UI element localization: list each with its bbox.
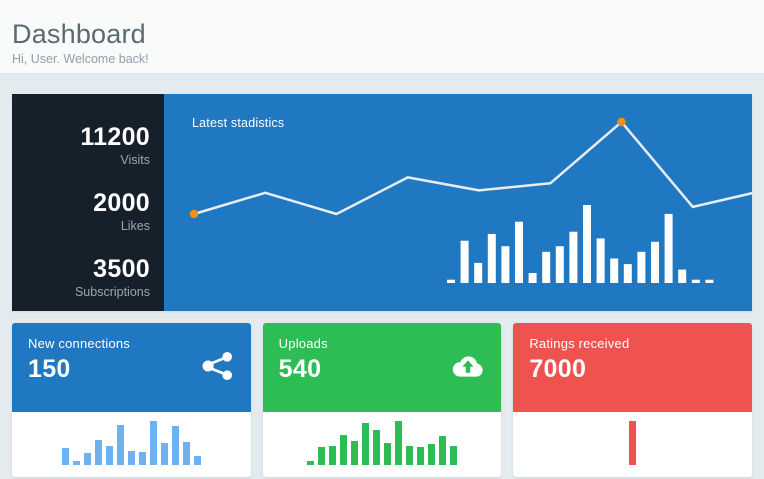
card-new-connections-title: New connections — [28, 336, 130, 351]
sparkline-bar — [72, 461, 80, 465]
stat-likes-label: Likes — [120, 218, 150, 233]
chart-bar — [705, 279, 714, 283]
chart-bar — [487, 234, 496, 283]
sparkline-bar — [439, 436, 446, 465]
chart-bar — [569, 231, 578, 283]
sparkline-bar — [94, 440, 102, 465]
sparkline-bar — [629, 421, 637, 465]
chart-bar — [542, 251, 551, 283]
card-ratings-received-title: Ratings received — [529, 336, 630, 351]
sparkline-bar — [160, 443, 168, 465]
sparkline-bar — [329, 445, 336, 465]
chart-canvas — [189, 117, 752, 283]
stat-subscriptions: 3500 Subscriptions — [75, 255, 150, 300]
chart-bar — [501, 246, 510, 283]
chart-bar — [596, 238, 605, 283]
chart-bar — [515, 221, 523, 283]
chart-bar — [691, 279, 700, 283]
sparkline-bar — [182, 441, 190, 465]
sparkline-bar — [428, 444, 435, 465]
sparkline-bar — [105, 446, 113, 465]
stat-likes: 2000 Likes — [93, 189, 150, 234]
stat-subscriptions-value: 3500 — [93, 255, 150, 284]
chart-bar — [447, 279, 455, 283]
card-new-connections[interactable]: New connections 150 — [12, 323, 251, 477]
card-new-connections-header: New connections 150 — [12, 323, 251, 412]
sparkline-bar — [307, 461, 314, 465]
sparkline-bar — [83, 452, 91, 465]
card-new-connections-sparkline — [12, 412, 251, 477]
metric-cards-row: New connections 150 Uploads 540 Ratings … — [12, 323, 753, 477]
chart-bar — [623, 264, 632, 283]
card-uploads-value: 540 — [278, 355, 322, 383]
page-title: Dashboard — [12, 19, 146, 49]
card-ratings-received-value: 7000 — [529, 355, 587, 383]
page-header: Dashboard Hi, User. Welcome back! — [0, 0, 764, 74]
sparkline-bar — [406, 445, 413, 465]
chart-bar — [460, 240, 469, 283]
latest-statistics-chart: Latest stadistics — [164, 94, 752, 311]
chart-marker — [617, 117, 626, 127]
sparkline-bar — [193, 455, 201, 465]
sparkline-bar — [127, 451, 135, 465]
sparkline-bar — [138, 451, 146, 465]
sparkline-bar — [149, 421, 157, 465]
card-new-connections-value: 150 — [28, 355, 71, 383]
chart-bar — [678, 269, 687, 283]
sparkline-bar — [116, 424, 124, 465]
cloud-upload-icon — [453, 356, 483, 377]
latest-statistics-widget: 11200 Visits 2000 Likes 3500 Subscriptio… — [12, 94, 752, 311]
sparkline-bar — [395, 421, 402, 465]
sparkline-bar — [351, 441, 358, 465]
stat-visits: 11200 Visits — [80, 123, 150, 168]
sparkline-bar — [318, 447, 325, 465]
card-uploads[interactable]: Uploads 540 — [262, 323, 502, 477]
chart-bar — [651, 241, 659, 283]
stat-visits-value: 11200 — [80, 122, 150, 151]
page-subtitle: Hi, User. Welcome back! — [12, 52, 149, 66]
chart-bar — [637, 251, 646, 283]
stat-subscriptions-label: Subscriptions — [74, 285, 150, 300]
card-uploads-sparkline — [263, 412, 502, 477]
sparkline-bar — [340, 434, 347, 465]
chart-bar-series — [447, 205, 714, 283]
chart-title: Latest stadistics — [192, 116, 285, 130]
sparkline-bar — [450, 445, 457, 465]
chart-bar — [610, 258, 619, 283]
summary-stats-panel: 11200 Visits 2000 Likes 3500 Subscriptio… — [12, 94, 164, 311]
card-uploads-title: Uploads — [278, 336, 328, 351]
chart-bar — [474, 262, 483, 283]
card-ratings-received-sparkline — [513, 412, 752, 477]
chart-bar — [664, 213, 673, 283]
stat-visits-label: Visits — [120, 152, 150, 167]
sparkline-bar — [362, 423, 369, 465]
card-uploads-header: Uploads 540 — [262, 323, 502, 412]
chart-bar — [583, 205, 591, 283]
card-ratings-received[interactable]: Ratings received 7000 — [513, 323, 753, 477]
stat-likes-value: 2000 — [93, 188, 150, 217]
sparkline-bar — [373, 429, 380, 465]
sparkline-bar — [417, 447, 424, 465]
share-icon — [202, 351, 232, 381]
chart-data-markers — [189, 117, 626, 219]
chart-bar — [555, 246, 564, 283]
card-ratings-received-header: Ratings received 7000 — [513, 323, 753, 412]
chart-bar — [528, 273, 537, 283]
chart-marker — [189, 209, 199, 219]
sparkline-bar — [384, 442, 391, 465]
chart-line-series — [193, 120, 752, 216]
sparkline-bar — [171, 426, 179, 465]
sparkline-bar — [61, 448, 69, 465]
